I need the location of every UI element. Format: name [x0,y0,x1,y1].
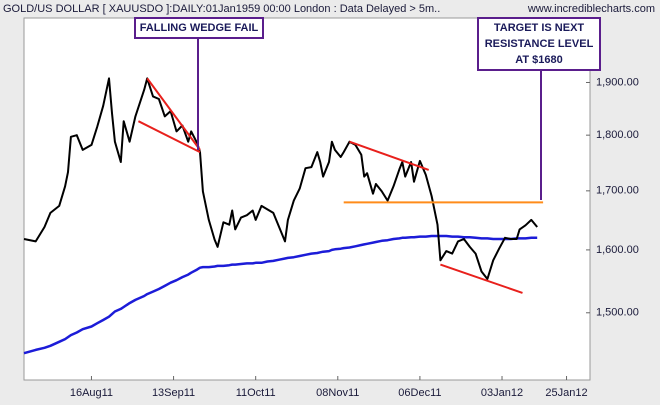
annotation-text: RESISTANCE LEVEL [485,38,594,50]
x-tick-label: 25Jan12 [545,387,587,399]
plot-area [23,17,591,381]
x-tick-label: 08Nov11 [316,387,359,399]
annotation-box [477,17,601,71]
chart-title: GOLD/US DOLLAR [ XAUUSDO ]:DAILY:01Jan19… [3,3,440,15]
trend-line [137,120,201,153]
annotation-text: AT $1680 [515,54,563,66]
trend-line [349,140,430,171]
y-tick-label: 1,900.00 [596,76,639,88]
trend-line [146,77,201,151]
price-line [23,234,538,355]
annotation-text: TARGET IS NEXT [494,22,585,34]
y-tick-label: 1,600.00 [596,244,639,256]
y-tick-label: 1,500.00 [596,307,639,319]
x-tick-label: 16Aug11 [70,387,113,399]
y-tick-label: 1,700.00 [596,185,639,197]
trend-line [440,263,523,294]
y-tick-label: 1,800.00 [596,129,639,141]
annotation-box [134,17,264,39]
x-tick-label: 03Jan12 [481,387,523,399]
source: www.incrediblecharts.com [527,3,655,15]
x-tick-label: 06Dec11 [398,387,441,399]
annotation-text: FALLING WEDGE FAIL [140,22,259,34]
price-line [23,77,538,280]
x-tick-label: 13Sep11 [152,387,195,399]
x-tick-label: 11Oct11 [236,387,276,399]
